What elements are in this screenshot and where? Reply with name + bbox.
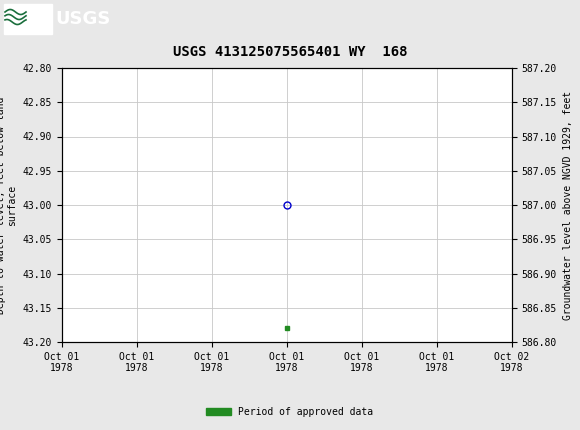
Text: USGS 413125075565401 WY  168: USGS 413125075565401 WY 168 — [173, 44, 407, 58]
FancyBboxPatch shape — [4, 4, 52, 34]
Legend: Period of approved data: Period of approved data — [202, 403, 378, 421]
Text: USGS: USGS — [55, 10, 110, 28]
Y-axis label: Depth to water level, feet below land
surface: Depth to water level, feet below land su… — [0, 96, 17, 314]
Y-axis label: Groundwater level above NGVD 1929, feet: Groundwater level above NGVD 1929, feet — [563, 90, 572, 319]
